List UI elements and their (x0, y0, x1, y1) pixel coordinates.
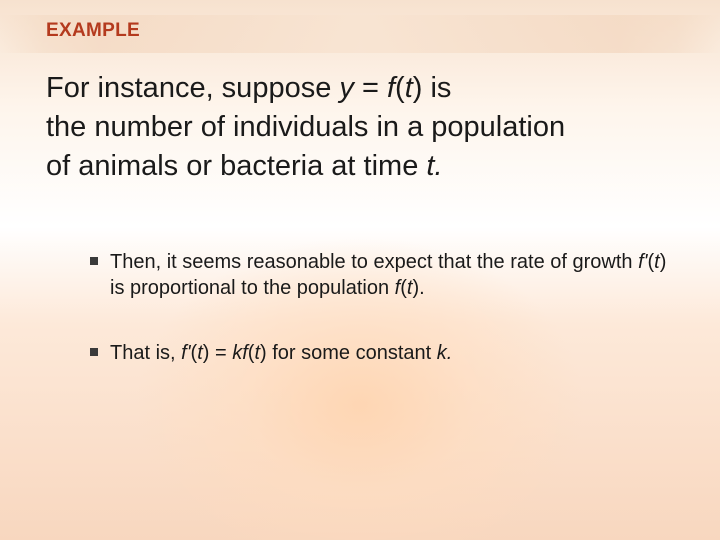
text: ( (400, 277, 407, 299)
text: For instance, suppose (46, 72, 339, 104)
text: Then, it seems reasonable to expect that… (110, 251, 638, 273)
slide-title: EXAMPLE (46, 20, 140, 42)
main-text-block: For instance, suppose y = f(t) is the nu… (46, 69, 680, 186)
var-kf: kf (232, 342, 248, 364)
var-fprime: f' (181, 342, 190, 364)
var-k: k. (437, 342, 453, 364)
var-t: t. (426, 150, 442, 182)
bullet-list: Then, it seems reasonable to expect that… (90, 250, 670, 407)
text: is (422, 72, 451, 104)
bullet-item: Then, it seems reasonable to expect that… (90, 250, 670, 301)
bullet-item: That is, f'(t) = kf(t) for some constant… (90, 341, 670, 367)
var-y: y (339, 72, 354, 104)
text: ) for some constant (260, 342, 437, 364)
text: ) = (203, 342, 232, 364)
text: ( (395, 72, 405, 104)
text: = (354, 72, 387, 104)
main-line-1: For instance, suppose y = f(t) is (46, 69, 680, 108)
var-f: f (387, 72, 395, 104)
text: of animals or bacteria at time (46, 150, 426, 182)
text: ). (412, 277, 424, 299)
slide: EXAMPLE For instance, suppose y = f(t) i… (0, 0, 720, 540)
text: ) (413, 72, 423, 104)
main-line-3: of animals or bacteria at time t. (46, 147, 680, 186)
text: That is, (110, 342, 181, 364)
main-line-2: the number of individuals in a populatio… (46, 108, 680, 147)
var-t: t (405, 72, 413, 104)
